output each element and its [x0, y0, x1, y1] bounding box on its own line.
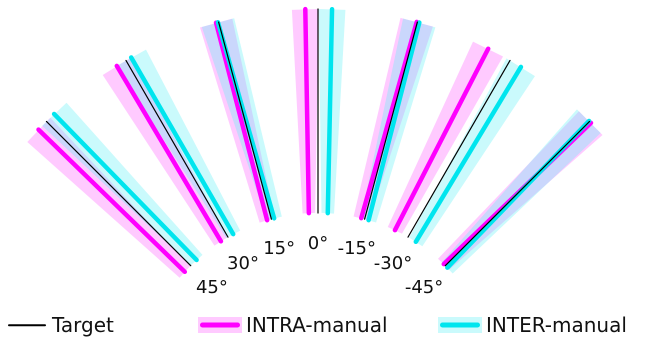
angle-label-0: 0°: [308, 233, 328, 254]
angle-label-neg15: -15°: [338, 238, 376, 259]
intra-line-45: [36, 127, 188, 275]
legend-label-inter: INTER-manual: [486, 313, 627, 337]
legend-label-target: Target: [52, 313, 114, 337]
target-line-neg30: [407, 59, 511, 238]
inter-line-neg30: [413, 64, 524, 245]
legend-label-intra: INTRA-manual: [246, 313, 388, 337]
legend: Target INTRA-manual INTER-manual: [0, 305, 650, 345]
target-line-15: [218, 21, 273, 220]
inter-line-neg15: [366, 20, 422, 223]
inter-line-0: [325, 6, 335, 216]
inter-line-30: [128, 55, 236, 237]
intra-line-15: [213, 20, 270, 223]
intra-line-neg15: [358, 19, 420, 221]
angle-label-neg45: -45°: [405, 277, 443, 298]
angle-label-neg30: -30°: [374, 253, 412, 274]
legend-item-target: Target: [6, 311, 114, 339]
intra-line-30: [114, 63, 224, 244]
inter-line-45: [51, 111, 199, 263]
target-line-45: [45, 120, 192, 267]
target-line-30: [125, 59, 229, 238]
legend-swatch-inter: [438, 317, 482, 333]
legend-item-intra: INTRA-manual: [198, 311, 388, 339]
legend-swatch-target: [6, 317, 48, 333]
angle-label-30: 30°: [227, 253, 259, 274]
intra-line-neg30: [392, 46, 491, 233]
legend-item-inter: INTER-manual: [438, 311, 627, 339]
target-line-neg45: [444, 120, 591, 267]
angle-label-15: 15°: [263, 238, 295, 259]
legend-swatch-intra: [198, 317, 242, 333]
angle-label-45: 45°: [196, 277, 228, 298]
angle-fan-diagram: 45° 30°15° 0° -15°-30° -45°: [27, 6, 603, 298]
intra-line-0: [303, 6, 312, 216]
target-line-neg15: [363, 21, 418, 220]
